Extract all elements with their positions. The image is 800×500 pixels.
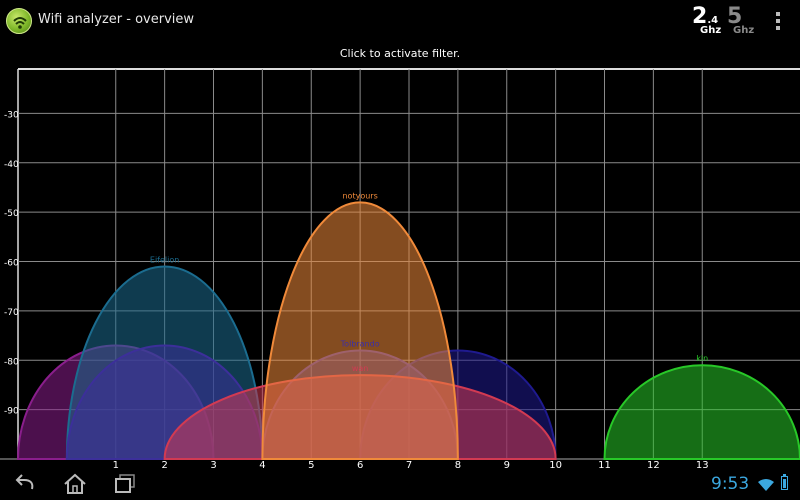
- navigation-bar: 9:53: [0, 468, 800, 500]
- overflow-menu-icon[interactable]: [773, 12, 783, 32]
- y-tick-label: -40: [4, 160, 19, 170]
- band-5ghz-toggle[interactable]: 5 Ghz: [727, 4, 754, 36]
- band-24-number: 2: [692, 4, 708, 29]
- chart-series: [16, 201, 800, 460]
- battery-icon: [781, 474, 788, 490]
- y-tick-label: -60: [4, 259, 19, 269]
- band-24-unit: Ghz: [700, 25, 722, 36]
- band-24-decimal: .4: [707, 15, 719, 26]
- x-tick-label: 13: [696, 460, 709, 468]
- network-signal-curve[interactable]: [603, 364, 800, 460]
- x-tick-label: 7: [406, 460, 412, 468]
- x-tick-label: 2: [161, 460, 167, 468]
- recent-apps-icon[interactable]: [112, 472, 138, 496]
- x-tick-label: 10: [549, 460, 562, 468]
- x-tick-label: 11: [598, 460, 611, 468]
- y-tick-label: -80: [4, 357, 19, 367]
- app-title: Wifi analyzer - overview: [38, 12, 195, 27]
- wifi-signal-icon: [758, 479, 774, 491]
- y-tick-label: -50: [4, 209, 19, 219]
- x-tick-label: 3: [210, 460, 216, 468]
- x-tick-label: 5: [308, 460, 314, 468]
- band-2-4ghz-toggle[interactable]: 2.4 Ghz: [692, 4, 721, 36]
- home-icon[interactable]: [62, 472, 88, 496]
- x-tick-label: 12: [647, 460, 660, 468]
- band-5-number: 5: [727, 4, 743, 29]
- chart-labels: 1 2 3 4 5 6 7 8 9 10 11 12 13-30-40-50-60-70-80-90Ei…: [4, 110, 709, 468]
- status-clock: 9:53: [711, 474, 750, 494]
- y-tick-label: -30: [4, 110, 19, 120]
- y-tick-label: -70: [4, 308, 19, 318]
- x-tick-label: 1: [113, 460, 119, 468]
- wifi-app-icon[interactable]: [6, 8, 32, 34]
- band-5-unit: Ghz: [733, 25, 755, 36]
- network-ssid-label: kin: [696, 354, 708, 363]
- channel-graph[interactable]: 1 2 3 4 5 6 7 8 9 10 11 12 13-30-40-50-60-70-80-90Ei…: [0, 66, 800, 468]
- network-ssid-label: Tolbrando: [340, 339, 380, 348]
- network-ssid-label: Eifelion: [150, 255, 179, 264]
- network-ssid-label: wan: [352, 364, 369, 373]
- filter-hint: Click to activate filter.: [339, 47, 461, 60]
- x-tick-label: 8: [455, 460, 461, 468]
- x-tick-label: 4: [259, 460, 265, 468]
- network-ssid-label: notyours: [342, 191, 377, 200]
- network-signal-curve[interactable]: [261, 201, 459, 460]
- y-tick-label: -90: [4, 407, 19, 417]
- action-bar: Wifi analyzer - overview 2.4 Ghz 5 Ghz: [0, 0, 800, 42]
- wifi-glyph-icon: [13, 17, 27, 29]
- back-icon[interactable]: [12, 472, 38, 496]
- x-tick-label: 9: [504, 460, 510, 468]
- x-tick-label: 6: [357, 460, 363, 468]
